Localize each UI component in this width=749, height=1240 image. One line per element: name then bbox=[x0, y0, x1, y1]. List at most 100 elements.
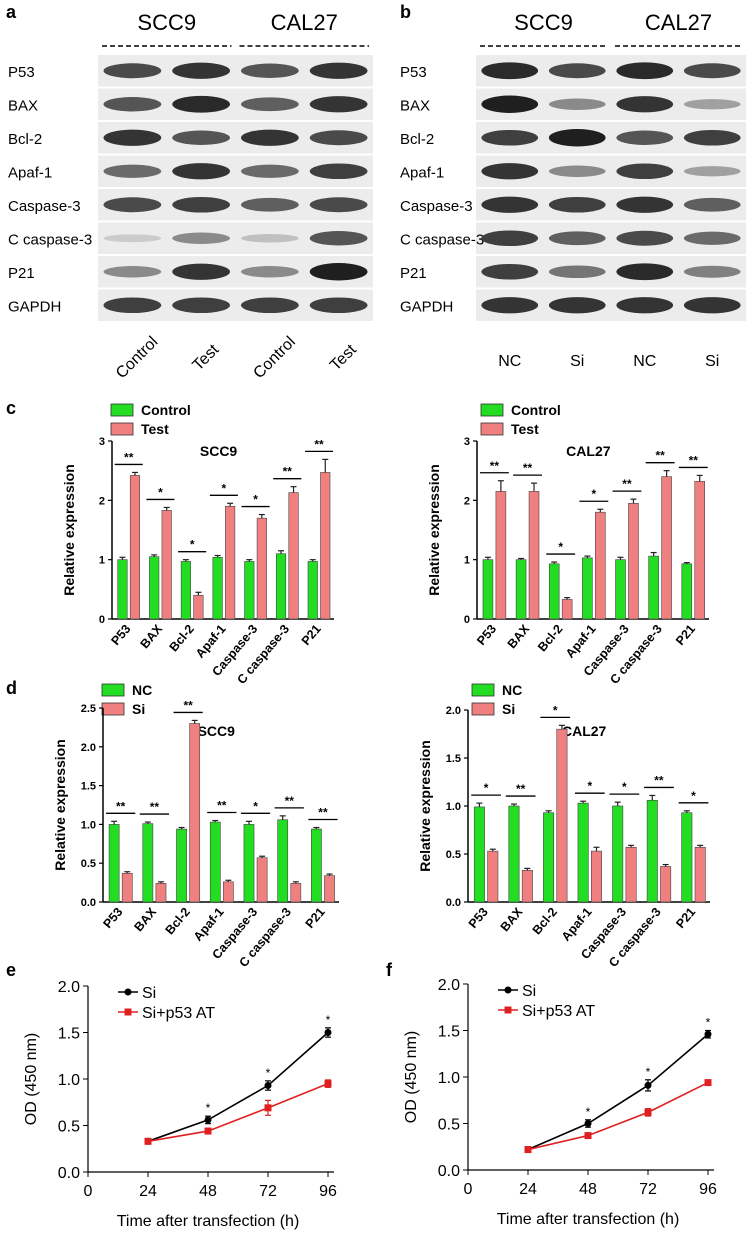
bar bbox=[660, 866, 672, 903]
legend-swatch bbox=[110, 422, 134, 436]
legend-marker bbox=[124, 1008, 132, 1016]
category-label: Bcl-2 bbox=[163, 905, 193, 937]
category-label: P53 bbox=[108, 622, 133, 648]
lane-label: NC bbox=[498, 353, 521, 370]
blot-band bbox=[616, 263, 674, 281]
blot-band bbox=[172, 232, 230, 244]
bar bbox=[155, 883, 167, 903]
blot-band bbox=[103, 234, 162, 243]
significance-marker: * bbox=[222, 481, 227, 495]
blot-row-label: Bcl-2 bbox=[400, 131, 434, 148]
chart-title: SCC9 bbox=[198, 723, 236, 739]
bar bbox=[548, 563, 560, 620]
bar bbox=[108, 824, 120, 903]
significance-marker: ** bbox=[285, 794, 295, 808]
x-tick-label: 72 bbox=[259, 1183, 277, 1200]
bar bbox=[595, 511, 606, 620]
category-label: P21 bbox=[303, 905, 328, 931]
blot-band bbox=[616, 297, 674, 314]
significance-marker: ** bbox=[516, 782, 526, 796]
blot-band bbox=[103, 297, 162, 314]
blot-band bbox=[616, 130, 674, 145]
bar bbox=[142, 823, 154, 903]
blot-row-label: GAPDH bbox=[400, 298, 453, 315]
legend-label: Si+p53 AT bbox=[522, 1003, 595, 1020]
blot-band bbox=[103, 129, 162, 146]
blot-band bbox=[309, 163, 368, 180]
bar bbox=[694, 481, 706, 620]
panel-label-a: a bbox=[6, 2, 17, 22]
bar bbox=[661, 476, 672, 620]
blot-band bbox=[172, 95, 230, 113]
blot-band bbox=[683, 197, 741, 212]
blot-band bbox=[103, 97, 162, 112]
legend-marker bbox=[504, 986, 512, 994]
x-tick-label: 96 bbox=[319, 1183, 337, 1200]
blot-band bbox=[616, 196, 674, 213]
data-point bbox=[324, 1080, 332, 1088]
blot-band bbox=[103, 266, 162, 278]
x-axis-label: Time after transfection (h) bbox=[497, 1211, 680, 1228]
data-point bbox=[144, 1137, 152, 1145]
bar bbox=[209, 821, 221, 903]
x-tick-label: 96 bbox=[699, 1181, 717, 1198]
data-point bbox=[644, 1081, 652, 1089]
category-label: P21 bbox=[673, 622, 698, 648]
blot-row-label: C caspase-3 bbox=[8, 231, 92, 248]
bar bbox=[681, 812, 693, 903]
panel-label-d: d bbox=[6, 678, 17, 698]
significance-marker: * bbox=[484, 781, 489, 795]
blot-band bbox=[683, 265, 741, 278]
blot-band bbox=[481, 95, 539, 113]
bar bbox=[646, 799, 658, 903]
significance-marker: * bbox=[706, 1016, 711, 1030]
lane-label: Si bbox=[705, 353, 719, 370]
y-axis-label: Relative expression bbox=[426, 464, 442, 596]
series-line bbox=[527, 1081, 709, 1151]
bar bbox=[189, 723, 201, 903]
blot-band bbox=[309, 130, 368, 146]
blot-band bbox=[481, 196, 539, 213]
blot-band bbox=[481, 297, 539, 314]
x-axis-label: Time after transfection (h) bbox=[117, 1213, 300, 1230]
x-tick-label: 24 bbox=[519, 1181, 537, 1198]
significance-marker: * bbox=[553, 703, 558, 717]
category-label: P53 bbox=[474, 622, 499, 648]
bar bbox=[212, 556, 223, 620]
chart-title: CAL27 bbox=[566, 443, 611, 459]
x-tick-label: 24 bbox=[139, 1183, 157, 1200]
legend-swatch bbox=[471, 702, 495, 716]
series-line bbox=[147, 1082, 329, 1143]
category-label: Bcl-2 bbox=[535, 622, 565, 654]
series-line bbox=[527, 1033, 709, 1151]
bar bbox=[244, 561, 255, 620]
significance-marker: ** bbox=[116, 799, 126, 813]
legend-swatch bbox=[101, 683, 125, 697]
y-tick-label: 2.0 bbox=[446, 705, 461, 717]
blot-band bbox=[683, 99, 741, 110]
bar bbox=[117, 559, 128, 620]
category-label: BAX bbox=[131, 904, 159, 934]
blot-band bbox=[241, 97, 299, 112]
data-point bbox=[704, 1079, 712, 1087]
y-tick-label: 0.0 bbox=[81, 897, 96, 909]
blot-band bbox=[172, 163, 230, 180]
blot-band bbox=[481, 129, 539, 146]
bar bbox=[615, 559, 626, 620]
blot-band bbox=[309, 96, 368, 113]
blot-band bbox=[548, 63, 606, 79]
blot-band bbox=[481, 230, 539, 247]
y-tick-label: 3 bbox=[99, 436, 105, 448]
blot-row-label: Caspase-3 bbox=[8, 198, 81, 215]
blot-row-label: Bcl-2 bbox=[8, 131, 42, 148]
significance-marker: ** bbox=[217, 799, 227, 813]
category-label: BAX bbox=[138, 621, 166, 651]
y-tick-label: 3 bbox=[464, 436, 470, 448]
category-label: Apaf-1 bbox=[559, 905, 595, 944]
significance-marker: ** bbox=[622, 477, 632, 491]
bar bbox=[515, 559, 527, 620]
y-tick-label: 1 bbox=[464, 555, 470, 567]
bar bbox=[612, 805, 624, 903]
y-tick-label: 0.0 bbox=[446, 897, 461, 909]
